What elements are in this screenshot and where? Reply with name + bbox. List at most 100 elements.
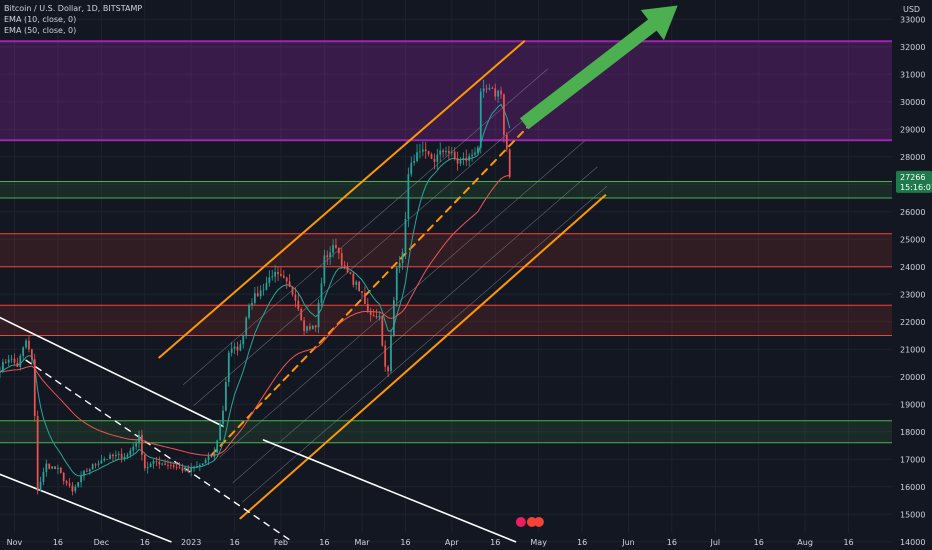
candle-body (436, 154, 439, 162)
time-tick-label: Apr (445, 538, 460, 547)
candle-body (280, 274, 282, 276)
candle-body (59, 467, 62, 473)
price-tick-label: 32000 (900, 43, 925, 52)
candle-body (138, 434, 140, 444)
time-tick-label: Feb (274, 538, 288, 547)
candle-body (236, 346, 239, 351)
price-tick-label: 15000 (900, 510, 925, 519)
time-tick-label: 16 (140, 538, 150, 547)
candle-body (259, 290, 262, 297)
candle-body (262, 289, 265, 291)
candle-body (459, 160, 462, 164)
candle-body (450, 151, 453, 153)
price-tick-label: 26000 (900, 208, 925, 217)
candle-body (393, 300, 395, 335)
symbol-label[interactable]: Bitcoin / U.S. Dollar, 1D, BITSTAMP (4, 4, 143, 13)
candle-body (103, 458, 106, 461)
price-tick-label: 17000 (900, 455, 925, 464)
candle-body (297, 300, 300, 309)
ascending-channel-mid (210, 114, 540, 457)
price-axis[interactable]: USD 14000 15000 16000 17000 18000 19000 20000 21… (900, 5, 925, 547)
candle-body (320, 283, 323, 303)
time-tick-label: 16 (667, 538, 677, 547)
time-tick-label: 16 (577, 538, 587, 547)
candle-body (2, 362, 4, 372)
price-tick-label: 20000 (900, 373, 925, 382)
candle-body (219, 423, 221, 441)
candle-body (25, 340, 27, 348)
price-tick-label: 21000 (900, 345, 925, 354)
price-tick-label: 18000 (900, 428, 925, 437)
ascending-channel-lower (239, 194, 607, 520)
candle-body (288, 281, 291, 287)
candle-body (505, 134, 508, 150)
candle-body (471, 154, 473, 157)
candle-body (251, 302, 253, 306)
candle-body (135, 443, 137, 447)
candle-body (421, 149, 424, 152)
ema50-legend[interactable]: EMA (50, close, 0) (4, 26, 77, 35)
candle-body (227, 352, 230, 382)
candle-body (88, 469, 91, 472)
price-tick-label: 28000 (900, 153, 925, 162)
candle-body (13, 358, 16, 363)
candle-body (352, 273, 355, 285)
candle-body (94, 464, 97, 466)
candle-body (158, 461, 161, 465)
candle-body (372, 314, 375, 317)
candle-body (358, 281, 360, 292)
candle-body (239, 344, 242, 351)
candle-body (439, 150, 442, 155)
candle-body (442, 150, 444, 153)
candle-body (317, 302, 320, 328)
channel-guide-line (232, 166, 598, 484)
candle-body (268, 277, 271, 283)
descending-channel-mid (25, 359, 294, 543)
candle-body (265, 282, 268, 290)
candle-body (306, 326, 308, 331)
candle-body (155, 461, 158, 462)
candle-body (456, 158, 459, 164)
ema10-legend[interactable]: EMA (10, close, 0) (4, 15, 77, 24)
candle-body (410, 162, 413, 175)
candle-body (83, 470, 85, 476)
candle-body (413, 161, 416, 163)
time-tick-label: Aug (797, 538, 813, 547)
candle-body (369, 310, 372, 315)
candlesticks[interactable] (0, 79, 511, 496)
candle-body (178, 466, 181, 468)
candle-body (213, 452, 216, 457)
candle-body (30, 349, 33, 360)
candle-body (230, 348, 233, 353)
projection-arrow[interactable] (519, 5, 678, 130)
candle-body (361, 291, 363, 293)
candle-body (427, 151, 430, 155)
candle-body (366, 303, 369, 311)
candle-body (39, 481, 42, 491)
descending-channel-lower (0, 473, 172, 543)
price-tick-label: 14000 (900, 538, 925, 547)
candle-body (112, 454, 114, 457)
event-markers[interactable] (515, 517, 544, 527)
candle-body (453, 151, 456, 159)
candle-body (117, 453, 120, 455)
candle-body (51, 466, 53, 469)
candle-body (42, 471, 45, 482)
price-tick-label: 22000 (900, 318, 925, 327)
candle-body (253, 293, 256, 303)
candle-body (479, 91, 482, 148)
candle-body (343, 265, 346, 267)
candle-body (100, 460, 103, 464)
candle-body (201, 463, 204, 465)
candle-body (146, 466, 149, 469)
candle-body (245, 317, 248, 335)
candle-body (500, 90, 502, 95)
candle-body (19, 355, 22, 367)
chart-legend: Bitcoin / U.S. Dollar, 1D, BITSTAMP EMA … (4, 3, 142, 36)
time-axis[interactable]: Nov 16 Dec 16 2023 16 Feb 16 Mar 16 Apr 16 May 16 Jun 1… (7, 538, 854, 547)
candle-body (97, 463, 100, 465)
candle-body (416, 152, 418, 162)
candle-body (233, 346, 236, 349)
